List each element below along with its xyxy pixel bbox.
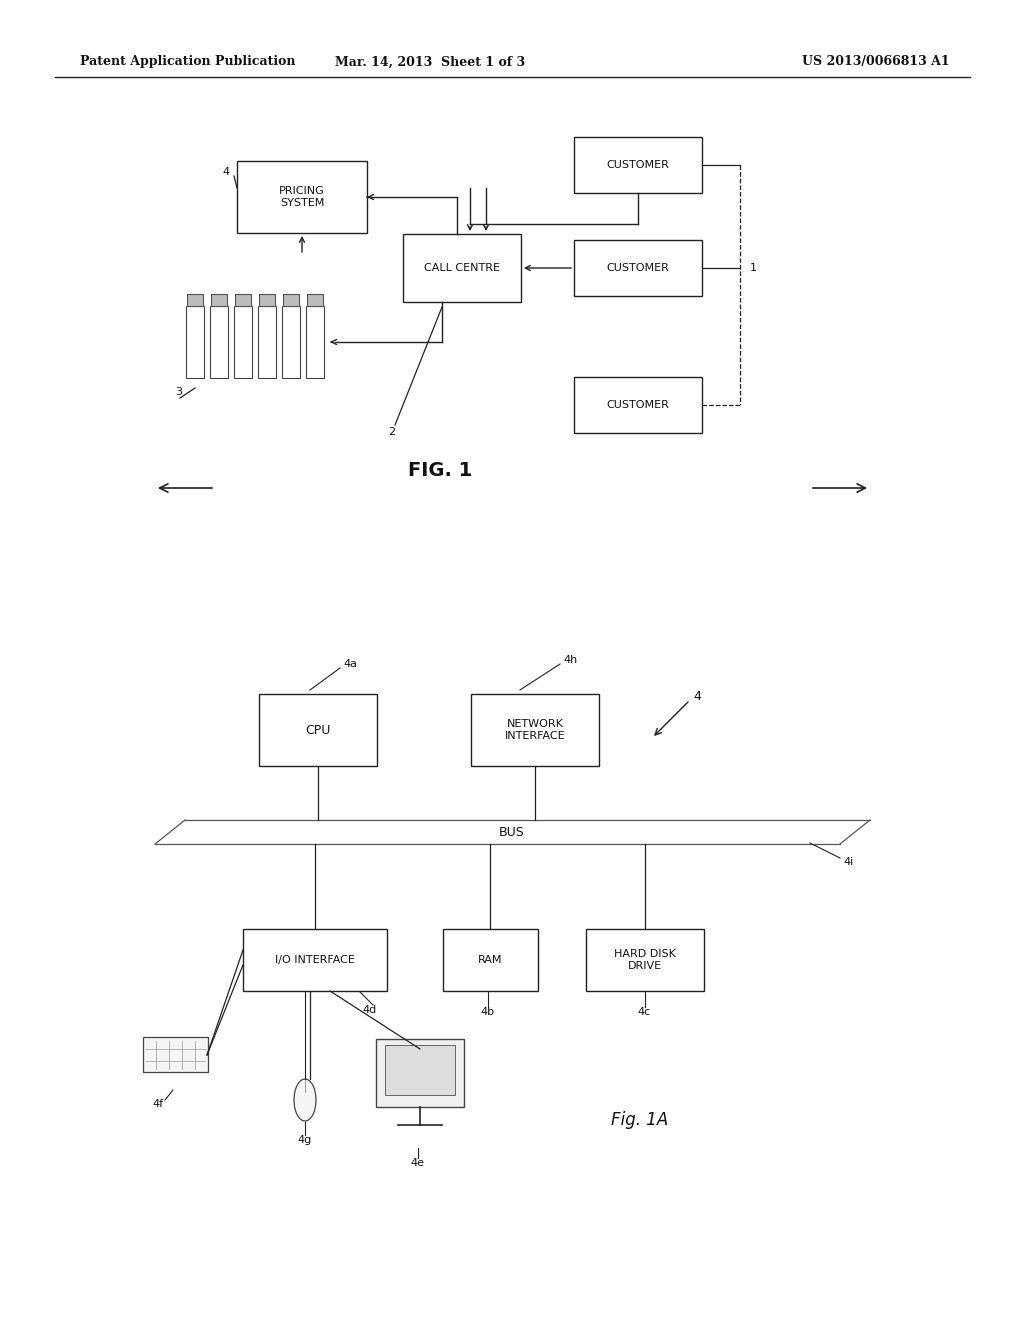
Text: 1: 1 (750, 263, 757, 273)
Bar (211, 294, 227, 306)
Text: CALL CENTRE: CALL CENTRE (424, 263, 500, 273)
Text: RAM: RAM (478, 954, 502, 965)
Bar (259, 294, 275, 306)
Text: Fig. 1A: Fig. 1A (611, 1111, 669, 1129)
Bar (187, 294, 203, 306)
Text: Mar. 14, 2013  Sheet 1 of 3: Mar. 14, 2013 Sheet 1 of 3 (335, 55, 525, 69)
Text: 4d: 4d (362, 1005, 376, 1015)
Text: 4g: 4g (297, 1135, 311, 1144)
Text: US 2013/0066813 A1: US 2013/0066813 A1 (803, 55, 950, 69)
Text: 2: 2 (388, 426, 395, 437)
Text: CUSTOMER: CUSTOMER (606, 400, 670, 411)
Text: 3: 3 (175, 387, 182, 397)
Bar (574, 137, 702, 193)
Text: 4f: 4f (152, 1100, 163, 1109)
Bar (282, 306, 300, 378)
Bar (283, 294, 299, 306)
Text: 4: 4 (222, 168, 229, 177)
Bar (258, 306, 276, 378)
Text: CPU: CPU (305, 723, 331, 737)
Bar (234, 306, 252, 378)
Text: 4: 4 (693, 689, 700, 702)
Text: I/O INTERFACE: I/O INTERFACE (275, 954, 355, 965)
Bar (259, 694, 377, 766)
Ellipse shape (294, 1078, 316, 1121)
Bar (243, 929, 387, 991)
Bar (307, 294, 323, 306)
Bar (186, 306, 204, 378)
Text: BUS: BUS (499, 825, 525, 838)
Text: 4h: 4h (563, 655, 578, 665)
Text: PRICING
SYSTEM: PRICING SYSTEM (280, 186, 325, 207)
Bar (586, 929, 705, 991)
Bar (143, 1038, 208, 1072)
Text: NETWORK
INTERFACE: NETWORK INTERFACE (505, 719, 565, 741)
Text: Patent Application Publication: Patent Application Publication (80, 55, 296, 69)
Text: 4b: 4b (480, 1007, 495, 1016)
Bar (403, 234, 521, 302)
Text: 4i: 4i (843, 857, 853, 867)
Bar (234, 294, 251, 306)
Text: 4a: 4a (343, 659, 357, 669)
Bar (376, 1039, 464, 1107)
Text: CUSTOMER: CUSTOMER (606, 263, 670, 273)
Bar (237, 161, 367, 234)
Text: FIG. 1: FIG. 1 (408, 461, 472, 479)
Bar (442, 929, 538, 991)
Bar (385, 1045, 455, 1096)
Text: CUSTOMER: CUSTOMER (606, 160, 670, 170)
Bar (574, 378, 702, 433)
Text: 4e: 4e (410, 1158, 424, 1168)
Bar (306, 306, 324, 378)
Text: HARD DISK
DRIVE: HARD DISK DRIVE (614, 949, 676, 970)
Bar (471, 694, 599, 766)
Bar (574, 240, 702, 296)
Text: 4c: 4c (637, 1007, 650, 1016)
Bar (210, 306, 228, 378)
